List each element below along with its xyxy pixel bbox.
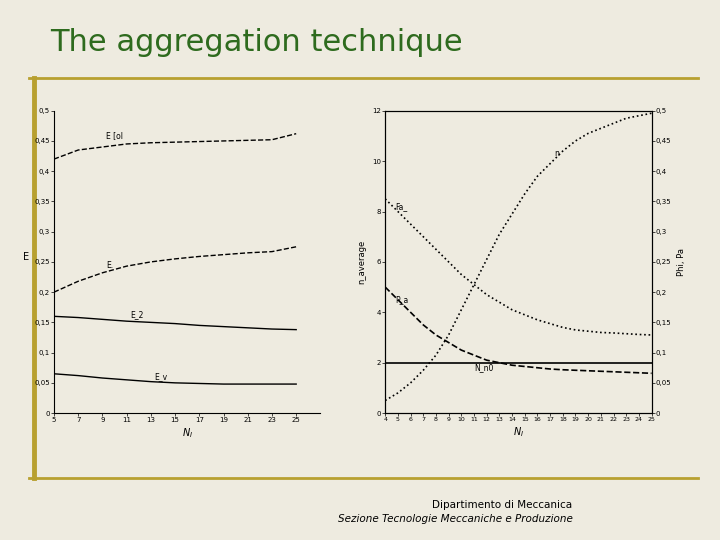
Y-axis label: Phi, Pa: Phi, Pa — [677, 248, 686, 276]
Text: Sezione Tecnologie Meccaniche e Produzione: Sezione Tecnologie Meccaniche e Produzio… — [338, 515, 572, 524]
X-axis label: $N_I$: $N_I$ — [181, 426, 193, 440]
Text: E_2: E_2 — [130, 310, 144, 320]
Text: E.: E. — [106, 261, 113, 270]
Y-axis label: E: E — [23, 252, 29, 262]
Text: N_n0: N_n0 — [474, 363, 493, 372]
Text: The aggregation technique: The aggregation technique — [50, 28, 463, 57]
Text: Fa_: Fa_ — [395, 202, 408, 211]
Text: Dipartimento di Meccanica: Dipartimento di Meccanica — [432, 500, 572, 510]
Text: n: n — [554, 149, 559, 158]
Text: P_a: P_a — [395, 295, 408, 304]
Y-axis label: n_average: n_average — [357, 240, 366, 284]
Text: E [ol: E [ol — [106, 132, 123, 140]
Text: E_v: E_v — [155, 372, 168, 381]
X-axis label: $N_I$: $N_I$ — [513, 425, 524, 439]
